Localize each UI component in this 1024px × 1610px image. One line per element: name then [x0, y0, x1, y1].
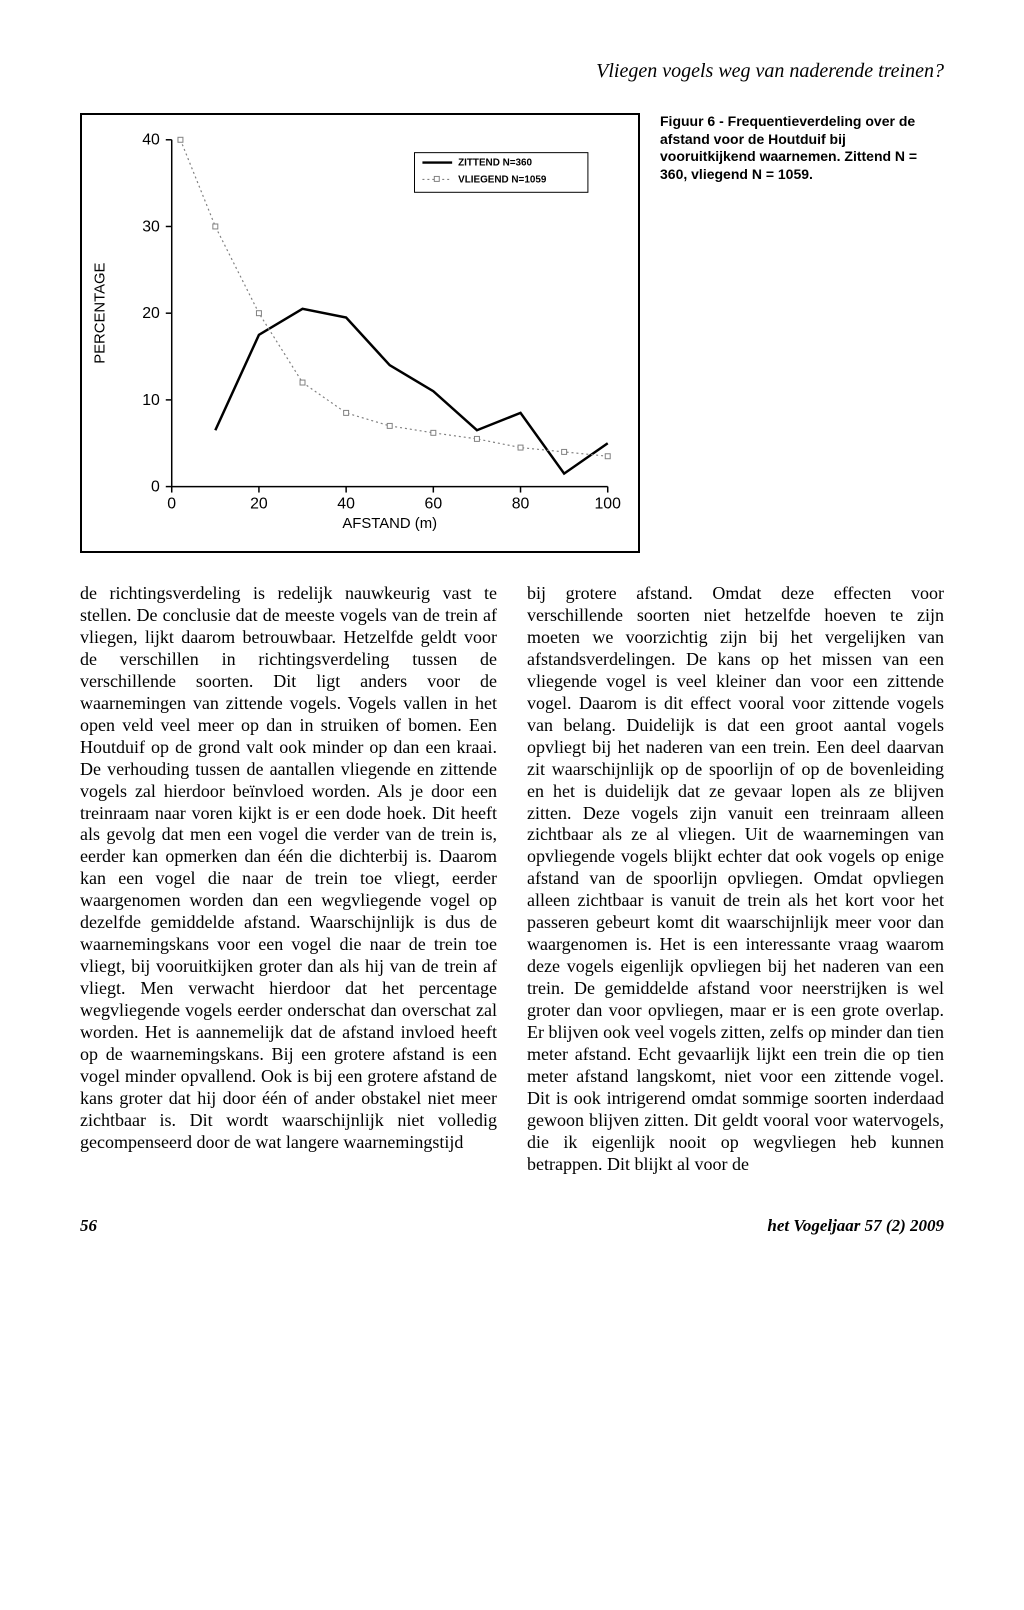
svg-text:VLIEGEND N=1059: VLIEGEND N=1059: [458, 174, 547, 185]
svg-text:10: 10: [142, 392, 160, 409]
svg-text:ZITTEND N=360: ZITTEND N=360: [458, 158, 532, 169]
svg-text:20: 20: [250, 495, 268, 512]
chart-container: 0 10 20 30 40 0 20 40 60 80 100 AFSTAND (m) PERCENTA…: [80, 113, 640, 553]
svg-text:0: 0: [167, 495, 176, 512]
figure-row: 0 10 20 30 40 0 20 40 60 80 100 AFSTAND (m) PERCENTA…: [80, 113, 944, 553]
svg-text:AFSTAND (m): AFSTAND (m): [342, 516, 437, 532]
svg-text:40: 40: [337, 495, 355, 512]
body-col2: bij grotere afstand. Omdat deze effecten…: [527, 583, 944, 1176]
svg-text:100: 100: [595, 495, 622, 512]
body-col1: de richtingsverdeling is redelijk nauwke…: [80, 583, 497, 1154]
svg-text:30: 30: [142, 218, 160, 235]
line-chart: 0 10 20 30 40 0 20 40 60 80 100 AFSTAND (m) PERCENTA…: [82, 115, 638, 551]
svg-text:0: 0: [151, 479, 160, 496]
svg-text:80: 80: [512, 495, 530, 512]
body-text: de richtingsverdeling is redelijk nauwke…: [80, 583, 944, 1176]
svg-text:60: 60: [425, 495, 443, 512]
journal-reference: het Vogeljaar 57 (2) 2009: [767, 1216, 944, 1236]
figure-caption: Figuur 6 - Frequentieverdeling over de a…: [660, 113, 920, 553]
svg-text:PERCENTAGE: PERCENTAGE: [92, 262, 108, 363]
svg-text:40: 40: [142, 132, 160, 149]
page-footer: 56 het Vogeljaar 57 (2) 2009: [80, 1216, 944, 1236]
page-number: 56: [80, 1216, 97, 1236]
page-header-title: Vliegen vogels weg van naderende treinen…: [80, 60, 944, 83]
svg-text:20: 20: [142, 305, 160, 322]
